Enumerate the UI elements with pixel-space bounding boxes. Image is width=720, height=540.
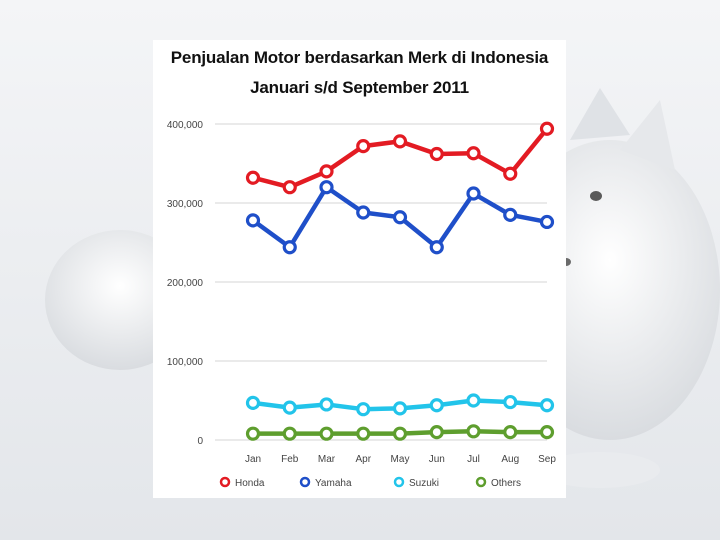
data-point-others (392, 426, 408, 441)
data-point-others (466, 424, 481, 439)
legend-label: Others (491, 478, 521, 489)
data-point-yamaha (356, 205, 371, 220)
data-point-suzuki (466, 393, 481, 408)
data-point-yamaha (429, 240, 444, 255)
data-point-yamaha (282, 240, 297, 255)
data-point-honda (392, 134, 408, 149)
data-point-others (503, 425, 518, 440)
x-tick-label: Aug (501, 454, 519, 465)
x-tick-label: May (391, 454, 410, 465)
data-point-suzuki (539, 398, 555, 413)
data-point-others (356, 426, 371, 441)
data-point-others (429, 425, 444, 440)
y-tick-label: 300,000 (167, 199, 204, 210)
y-tick-label: 0 (197, 436, 203, 447)
line-chart: 0 100,000 200,000 300,000 400,000 Jan Feb Mar Ap… (167, 120, 556, 489)
data-point-honda (466, 146, 481, 161)
data-point-honda (319, 164, 334, 179)
legend-label: Yamaha (315, 478, 352, 489)
data-point-others (245, 426, 261, 441)
data-point-yamaha (319, 180, 334, 195)
data-point-suzuki (356, 402, 371, 417)
data-point-others (539, 425, 555, 440)
x-tick-label: Jan (245, 454, 261, 465)
chart-subtitle: Januari s/d September 2011 (250, 78, 469, 97)
data-point-suzuki (282, 400, 297, 415)
legend-marker (475, 476, 487, 488)
data-point-others (282, 426, 297, 441)
legend-label: Honda (235, 478, 265, 489)
data-point-honda (282, 180, 297, 195)
data-point-yamaha (392, 210, 408, 225)
data-point-others (319, 426, 334, 441)
chart-title: Penjualan Motor berdasarkan Merk di Indo… (170, 48, 549, 67)
data-point-honda (539, 121, 555, 136)
data-point-yamaha (466, 186, 481, 201)
legend-marker (219, 476, 231, 488)
chart-card: Penjualan Motor berdasarkan Merk di Indo… (153, 40, 566, 498)
data-point-suzuki (319, 397, 334, 412)
legend-label: Suzuki (409, 478, 439, 489)
x-tick-label: Sep (538, 454, 556, 465)
data-point-yamaha (503, 207, 518, 222)
data-point-suzuki (392, 401, 408, 416)
y-tick-label: 200,000 (167, 278, 204, 289)
x-tick-label: Jul (467, 454, 480, 465)
data-point-suzuki (429, 398, 444, 413)
x-tick-label: Jun (429, 454, 445, 465)
y-tick-label: 100,000 (167, 357, 204, 368)
data-point-honda (245, 170, 261, 185)
legend-marker (299, 476, 311, 488)
x-tick-label: Mar (318, 454, 336, 465)
data-point-suzuki (503, 394, 518, 410)
data-point-honda (429, 146, 444, 162)
data-point-honda (503, 166, 518, 181)
data-point-suzuki (245, 395, 261, 410)
data-point-yamaha (245, 213, 261, 228)
x-tick-label: Apr (355, 454, 371, 465)
x-tick-label: Feb (281, 454, 299, 465)
y-tick-label: 400,000 (167, 120, 204, 131)
data-point-honda (356, 139, 371, 154)
data-point-yamaha (539, 214, 555, 230)
legend-marker (393, 476, 405, 488)
